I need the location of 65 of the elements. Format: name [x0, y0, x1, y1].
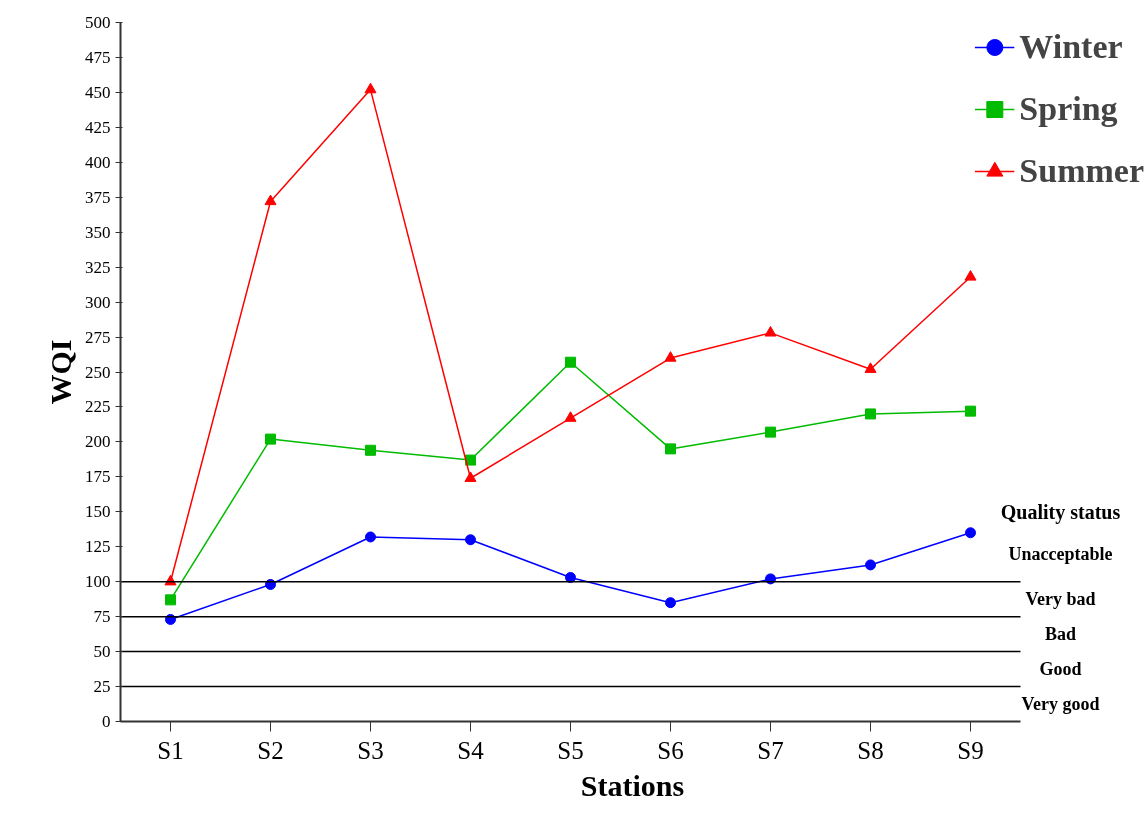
point [464, 471, 477, 482]
legend-label: Spring [1019, 89, 1118, 129]
point [965, 527, 976, 539]
point [864, 362, 877, 373]
point [265, 433, 276, 445]
text: Very good [1021, 694, 1100, 715]
x-tick-label: S1 [157, 736, 184, 764]
point [964, 270, 977, 281]
legend-label: Winter [1019, 27, 1123, 67]
point [465, 534, 476, 546]
legend-label: Summer [1019, 151, 1144, 191]
y-tick-label: 25 [93, 677, 111, 697]
point [565, 356, 576, 368]
x-tick-label: S2 [257, 736, 284, 764]
point [965, 405, 976, 417]
y-tick-label: 425 [85, 117, 111, 137]
annotation: Quality status [1000, 500, 1121, 524]
y-tick-label: 175 [85, 467, 111, 487]
y-tick-label: 450 [85, 82, 111, 102]
point [865, 408, 876, 420]
point [564, 411, 577, 422]
point [364, 82, 377, 94]
y-tick-label: 0 [102, 712, 111, 731]
x-tick-label: S8 [857, 736, 884, 764]
y-tick-label: 250 [85, 362, 111, 382]
point [765, 426, 776, 438]
y-tick-label: 275 [85, 327, 111, 347]
x-tick-label: S4 [457, 736, 485, 764]
point [764, 326, 777, 337]
point [665, 443, 676, 455]
text: Very bad [1025, 589, 1096, 610]
x-tick-label: S5 [557, 736, 584, 764]
y-tick-label: 375 [85, 187, 111, 207]
y-tick-label: 500 [85, 13, 111, 32]
y-tick-label: 200 [85, 432, 111, 452]
point [664, 351, 677, 362]
point [665, 597, 676, 609]
x-tick-label: S3 [357, 736, 384, 764]
point [264, 194, 277, 206]
point [365, 444, 376, 456]
annotation: Unacceptable [1008, 543, 1113, 564]
x-tick-label: S9 [957, 736, 984, 764]
x-tick-label: S7 [757, 736, 784, 764]
point [265, 579, 276, 590]
text: Good [1039, 659, 1082, 680]
y-tick-label: 400 [85, 152, 111, 172]
point [365, 531, 376, 543]
x-tick-label: S6 [657, 736, 684, 764]
y-tick-label: 325 [85, 257, 111, 277]
y-tick-label: 75 [93, 607, 111, 627]
y-tick-label: 150 [85, 502, 111, 522]
y-tick-label: 300 [85, 292, 111, 312]
point [165, 594, 176, 606]
y-tick-label: 50 [93, 642, 111, 662]
point [865, 559, 876, 571]
y-tick-label: 350 [85, 222, 111, 242]
text: Bad [1044, 624, 1077, 645]
y-axis-title: WQI [44, 339, 77, 405]
x-axis-title: Stations [580, 768, 685, 802]
y-tick-label: 100 [85, 572, 111, 592]
y-tick-label: 125 [85, 537, 111, 557]
y-tick-label: 225 [85, 397, 111, 417]
point [465, 454, 476, 466]
y-tick-label: 475 [85, 47, 111, 67]
point [565, 572, 576, 583]
